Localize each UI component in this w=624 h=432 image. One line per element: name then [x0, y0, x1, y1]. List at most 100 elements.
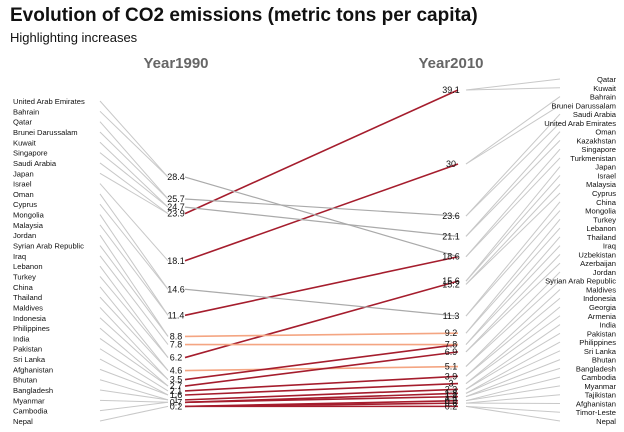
left-connector-line [99, 152, 169, 208]
right-country-label: Sri Lanka [584, 347, 617, 356]
right-country-label: China [596, 198, 617, 207]
right-value-label: 0.6 [445, 398, 458, 408]
slope-line-11 [184, 351, 459, 387]
left-value-label: 24.7 [167, 202, 185, 212]
left-country-label: Bhutan [13, 376, 37, 385]
left-country-label: Bangladesh [13, 386, 53, 395]
right-country-label: Pakistan [587, 329, 616, 338]
slope-line-5 [184, 198, 459, 217]
left-connector-line [99, 100, 169, 178]
left-connector-line [99, 245, 169, 337]
right-connector-line [465, 405, 561, 413]
right-value-label: 23.6 [442, 211, 460, 221]
left-connector-line [99, 276, 169, 358]
left-country-label: Singapore [13, 149, 48, 158]
left-connector-line [99, 265, 169, 358]
left-country-label: Thailand [13, 293, 42, 302]
right-country-label: Cyprus [592, 189, 616, 198]
left-country-label: Oman [13, 190, 34, 199]
left-country-label: Lebanon [13, 262, 43, 271]
left-value-label: 6.2 [170, 353, 183, 363]
right-connector-line [465, 201, 561, 317]
right-connector-line [465, 183, 561, 285]
slope-line-13 [184, 382, 459, 396]
right-connector-line [465, 289, 561, 377]
right-connector-line [465, 394, 561, 404]
left-value-label: 25.7 [167, 194, 185, 204]
right-value-label: 15.2 [442, 279, 460, 289]
left-country-label: Cambodia [13, 407, 48, 416]
right-country-label: India [600, 321, 617, 330]
left-connector-line [99, 399, 169, 403]
left-connector-line [99, 131, 169, 200]
left-country-label: Indonesia [13, 314, 47, 323]
left-country-label: China [13, 283, 34, 292]
left-value-label: 3.5 [170, 375, 183, 385]
right-connector-line [465, 306, 561, 384]
left-connector-line [99, 234, 169, 337]
left-country-label: Qatar [13, 118, 32, 127]
right-country-label: Armenia [588, 312, 617, 321]
right-connector-line [465, 157, 561, 258]
left-country-label: Saudi Arabia [13, 159, 57, 168]
right-connector-line [465, 227, 561, 334]
right-connector-line [465, 405, 561, 422]
right-value-label: 6.9 [445, 347, 458, 357]
right-country-label: Turkey [593, 215, 616, 224]
chart-subtitle: Highlighting increases [10, 30, 138, 45]
right-value-label: 0.9 [445, 396, 458, 406]
right-country-label: Thailand [587, 233, 616, 242]
slope-line-16 [184, 395, 459, 404]
right-country-label: Japan [595, 163, 616, 172]
left-value-label: 2.1 [170, 386, 183, 396]
right-connector-line [465, 350, 561, 394]
right-connector-line [465, 140, 561, 237]
left-value-label: 28.4 [167, 172, 185, 182]
left-country-label: Israel [13, 180, 32, 189]
left-country-label: Malaysia [13, 221, 44, 230]
left-country-label: India [13, 334, 30, 343]
slope-line-8 [184, 332, 459, 338]
left-country-label: Kuwait [13, 138, 37, 147]
right-value-label: 7.8 [445, 340, 458, 350]
right-connector-line [465, 87, 561, 91]
right-country-label: Jordan [593, 268, 616, 277]
right-connector-line [465, 96, 561, 165]
right-connector-line [465, 131, 561, 237]
slope-line-0 [184, 89, 459, 215]
left-country-label: Sri Lanka [13, 355, 46, 364]
right-country-label: Timor-Leste [576, 408, 616, 417]
left-connector-line [99, 389, 169, 401]
right-country-label: Malaysia [586, 180, 617, 189]
right-country-label: Iraq [603, 242, 616, 251]
right-connector-line [465, 376, 561, 402]
left-connector-line [99, 338, 169, 387]
left-value-label: 18.1 [167, 256, 185, 266]
slope-line-10 [184, 343, 459, 381]
right-country-label: Bhutan [592, 356, 616, 365]
right-country-label: United Arab Emirates [544, 119, 616, 128]
left-country-label: Nepal [13, 417, 33, 426]
right-value-label: 3 [448, 379, 453, 389]
right-connector-line [465, 236, 561, 345]
right-value-label: 39.1 [442, 85, 460, 95]
right-connector-line [465, 341, 561, 394]
right-country-label: Afghanistan [576, 399, 616, 408]
left-country-label: Cyprus [13, 200, 37, 209]
right-connector-line [465, 297, 561, 377]
left-connector-line [99, 203, 169, 290]
slope-line-14 [184, 388, 459, 401]
slope-line-1 [184, 163, 459, 262]
right-connector-line [465, 280, 561, 367]
right-connector-line [465, 218, 561, 334]
left-connector-line [99, 327, 169, 387]
right-connector-line [465, 367, 561, 398]
right-country-label: Bangladesh [576, 364, 616, 373]
left-country-label: United Arab Emirates [13, 97, 85, 106]
left-value-label: 11.4 [168, 310, 185, 320]
left-connector-line [99, 162, 169, 215]
left-country-label: Syrian Arab Republic [13, 242, 84, 251]
left-connector-line [99, 110, 169, 178]
right-connector-line [465, 385, 561, 402]
